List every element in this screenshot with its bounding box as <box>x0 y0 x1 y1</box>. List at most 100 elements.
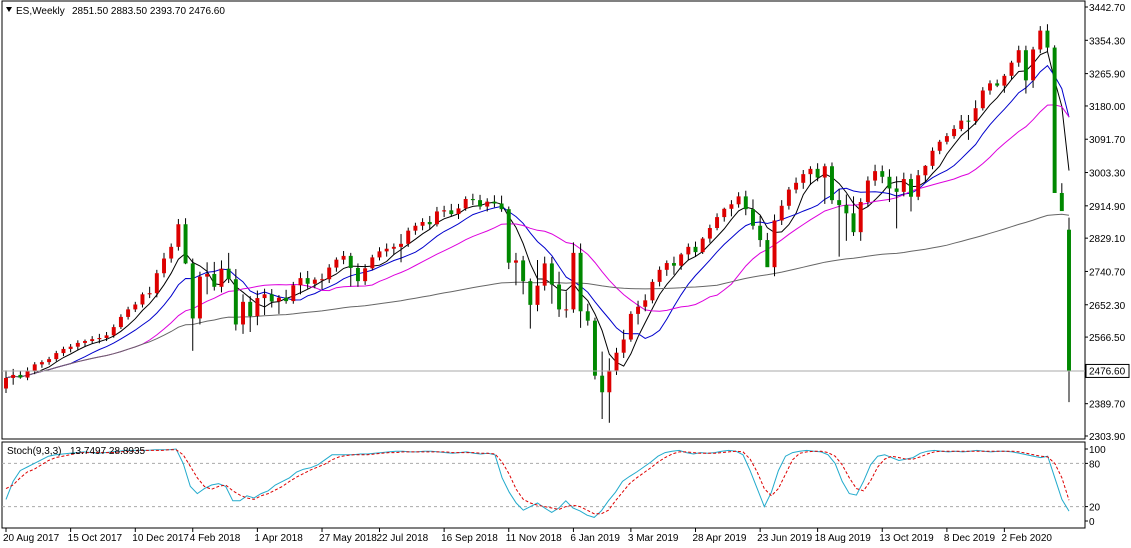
bull-candle-body <box>621 339 626 353</box>
candle <box>499 195 504 212</box>
sma-20-line <box>5 104 1070 379</box>
bull-candle-body <box>571 252 576 310</box>
candle <box>578 243 583 328</box>
bull-candle-body <box>513 260 518 263</box>
candle <box>370 254 375 271</box>
bull-candle-body <box>937 141 942 151</box>
candle <box>219 260 224 293</box>
candle <box>377 247 382 261</box>
candle <box>736 192 741 208</box>
candle <box>571 242 576 313</box>
candle <box>399 234 404 263</box>
bear-candle-body <box>284 297 289 302</box>
candle <box>492 195 497 208</box>
candle <box>420 218 425 231</box>
candle <box>384 243 389 257</box>
bull-candle-body <box>722 208 727 218</box>
candle <box>61 346 66 357</box>
bull-candle-body <box>923 165 928 176</box>
candle <box>176 218 181 251</box>
candle <box>830 162 834 204</box>
candle <box>183 218 188 265</box>
bull-candle-body <box>801 174 806 183</box>
last-price-label: 2476.60 <box>1089 366 1126 377</box>
candle <box>937 139 942 155</box>
candle <box>363 264 368 285</box>
bull-candle-body <box>126 309 131 317</box>
candle <box>255 290 260 326</box>
bear-candle-body <box>1067 229 1071 371</box>
candle <box>241 294 245 334</box>
symbol-label: ES,Weekly <box>16 6 65 17</box>
stochastic-values: 13.7497 28.8935 <box>70 446 146 457</box>
candle <box>126 306 131 320</box>
bear-candle-body <box>966 120 971 122</box>
candle <box>83 339 87 348</box>
bear-candle-body <box>226 268 231 280</box>
candle <box>320 273 325 290</box>
stoch-tick-label: 0 <box>1089 517 1095 528</box>
time-tick-label: 8 Dec 2019 <box>944 533 996 544</box>
stoch-tick-label: 20 <box>1089 503 1101 514</box>
candle <box>334 257 339 272</box>
bull-candle-body <box>384 248 389 252</box>
bull-candle-body <box>298 278 303 286</box>
stochastic-header: Stoch(9,3,3) 13.7497 28.8935 <box>7 446 146 457</box>
bear-candle-body <box>212 273 217 287</box>
candle <box>269 289 274 308</box>
candle <box>564 291 569 318</box>
candle <box>786 186 791 210</box>
candle <box>794 177 799 194</box>
bear-candle-body <box>880 171 885 177</box>
candle <box>815 163 820 182</box>
candle <box>197 271 202 325</box>
candle <box>154 269 159 298</box>
bear-candle-body <box>499 203 504 210</box>
stoch-signal-line <box>5 449 1070 515</box>
bull-candle-body <box>729 204 734 209</box>
bull-candle-body <box>90 339 95 342</box>
candle <box>1059 183 1064 212</box>
last-price-tag: 2476.60 <box>1085 363 1130 378</box>
bull-candle-body <box>399 243 404 247</box>
candle <box>226 252 231 284</box>
candle <box>32 362 37 375</box>
bull-candle-body <box>643 300 648 307</box>
price-tick-label: 2303.90 <box>1089 432 1126 443</box>
collapse-triangle-icon[interactable] <box>6 7 12 12</box>
candle <box>298 272 303 295</box>
bull-candle-body <box>542 263 547 286</box>
candle <box>133 301 138 313</box>
bull-candle-body <box>650 281 655 301</box>
candle <box>413 222 418 235</box>
stochastic-axis-ticks: 100 80 20 0 <box>2 445 1106 528</box>
bull-candle-body <box>219 268 224 287</box>
bull-candle-body <box>97 338 102 340</box>
bull-candle-body <box>1002 75 1007 86</box>
bull-candle-body <box>686 246 691 255</box>
bull-candle-body <box>262 294 267 299</box>
bear-candle-body <box>909 179 913 197</box>
bear-candle-body <box>743 196 748 210</box>
candle <box>707 224 712 243</box>
candle <box>162 252 166 278</box>
candle <box>25 367 30 381</box>
bull-candle-body <box>1031 49 1036 81</box>
stochastic-lines <box>5 448 1070 518</box>
time-tick-label: 16 Sep 2018 <box>441 533 498 544</box>
candle <box>679 252 684 270</box>
bull-candle-body <box>442 210 447 212</box>
candle <box>470 193 475 206</box>
bear-candle-body <box>837 200 842 206</box>
candle <box>880 165 885 184</box>
candle <box>75 340 80 351</box>
candle <box>478 194 483 210</box>
time-tick-label: 28 Apr 2019 <box>693 533 747 544</box>
bear-candle-body <box>528 281 533 305</box>
bear-candle-body <box>449 210 454 215</box>
bull-candle-body <box>291 285 296 302</box>
price-tick-label: 2740.70 <box>1089 267 1126 278</box>
candle <box>722 207 727 222</box>
bull-candle-body <box>413 225 418 231</box>
